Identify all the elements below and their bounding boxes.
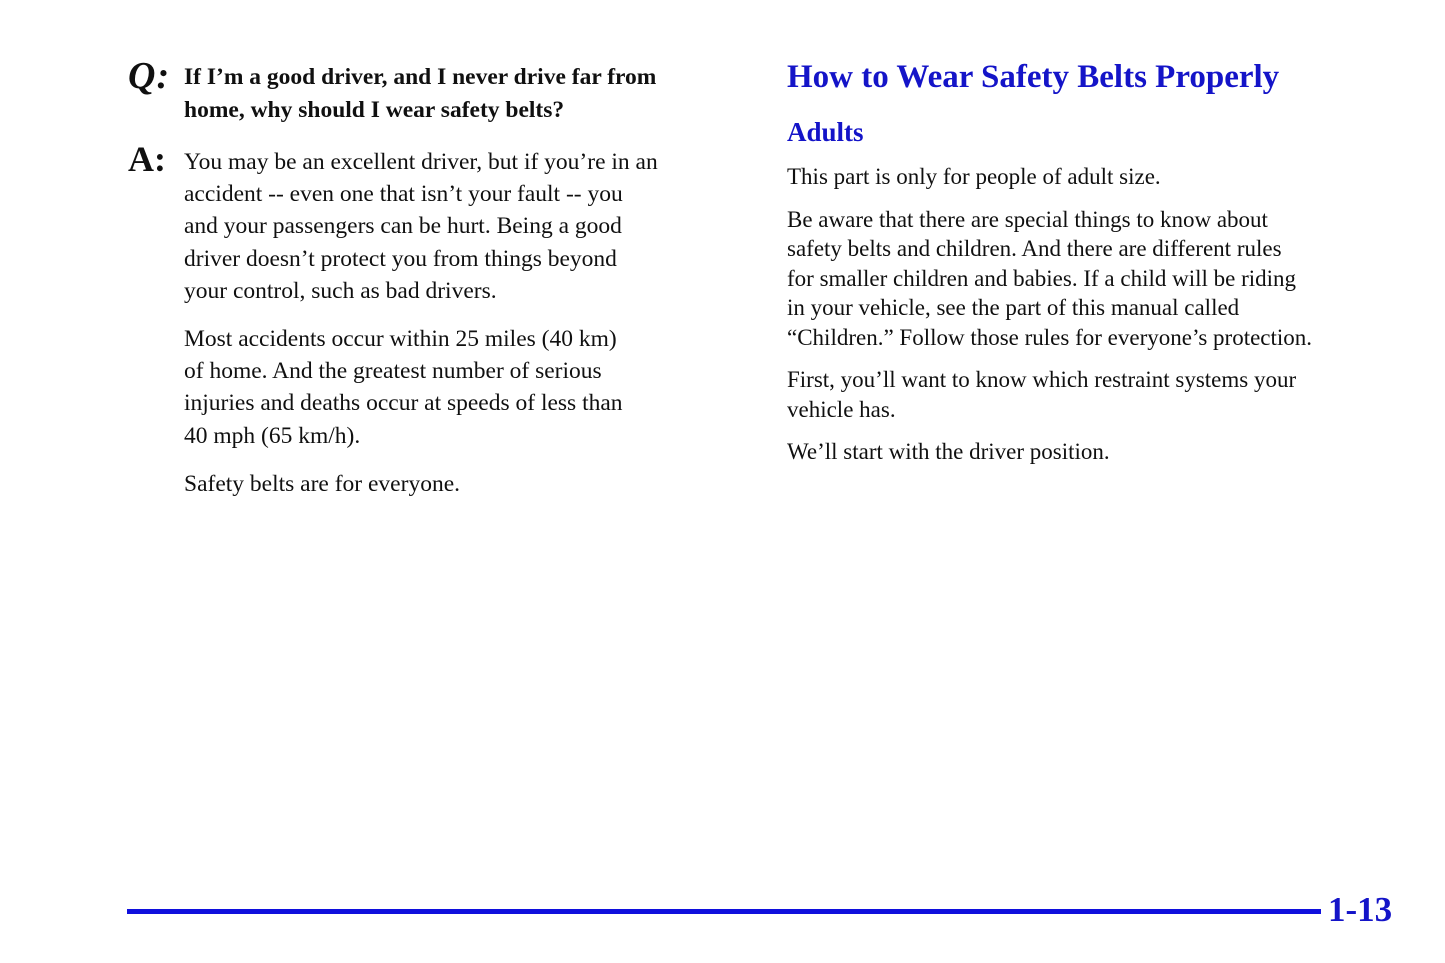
text-line: injuries and deaths occur at speeds of l… — [184, 390, 623, 417]
text-line: If I’m a good driver, and I never drive … — [184, 64, 657, 90]
page-number: 1-13 — [1328, 890, 1393, 929]
section-column: How to Wear Safety Belts Properly Adults… — [787, 58, 1432, 467]
text-line: First, you’ll want to know which restrai… — [787, 367, 1297, 392]
text-line: driver doesn’t protect you from things b… — [184, 245, 617, 272]
qa-column: Q: If I’m a good driver, and I never dri… — [128, 55, 746, 500]
answer-paragraph-1: You may be an excellent driver, but if y… — [184, 146, 746, 307]
text-line: of home. And the greatest number of seri… — [184, 358, 602, 385]
answer-paragraph-3: Safety belts are for everyone. — [184, 468, 746, 500]
text-line: and your passengers can be hurt. Being a… — [184, 213, 622, 240]
answer-paragraph-2: Most accidents occur within 25 miles (40… — [184, 323, 746, 452]
text-line: home, why should I wear safety belts? — [184, 96, 565, 123]
question-block: Q: If I’m a good driver, and I never dri… — [128, 55, 746, 126]
footer-rule — [127, 909, 1321, 914]
answer-text: You may be an excellent driver, but if y… — [184, 142, 746, 500]
text-line: Be aware that there are special things t… — [787, 206, 1268, 232]
text-line: Safety belts are for everyone. — [184, 470, 460, 497]
text-line: safety belts and children. And there are… — [787, 236, 1282, 261]
body-paragraph-2: Be aware that there are special things t… — [787, 205, 1432, 353]
body-paragraph-4: We’ll start with the driver position. — [787, 437, 1432, 467]
text-line: Most accidents occur within 25 miles (40… — [184, 326, 617, 353]
text-line: for smaller children and babies. If a ch… — [787, 265, 1297, 291]
text-line: your control, such as bad drivers. — [184, 277, 497, 304]
answer-block: A: You may be an excellent driver, but i… — [128, 139, 746, 500]
text-line: accident -- even one that isn’t your fau… — [184, 181, 623, 208]
question-text: If I’m a good driver, and I never drive … — [184, 58, 746, 126]
section-body: This part is only for people of adult si… — [787, 162, 1432, 467]
question-marker: Q: — [128, 55, 171, 97]
text-line: You may be an excellent driver, but if y… — [184, 149, 658, 175]
body-paragraph-3: First, you’ll want to know which restrai… — [787, 365, 1432, 424]
text-line: This part is only for people of adult si… — [787, 164, 1161, 189]
body-paragraph-1: This part is only for people of adult si… — [787, 162, 1432, 192]
section-heading: How to Wear Safety Belts Properly — [787, 59, 1280, 95]
text-line: “Children.” Follow those rules for every… — [787, 324, 1313, 350]
text-line: 40 mph (65 km/h). — [184, 422, 361, 449]
text-line: We’ll start with the driver position. — [787, 439, 1110, 464]
spacer — [128, 126, 746, 142]
answer-marker: A: — [128, 139, 166, 179]
text-line: vehicle has. — [787, 396, 896, 422]
text-line: in your vehicle, see the part of this ma… — [787, 295, 1240, 320]
subsection-heading: Adults — [787, 117, 864, 147]
